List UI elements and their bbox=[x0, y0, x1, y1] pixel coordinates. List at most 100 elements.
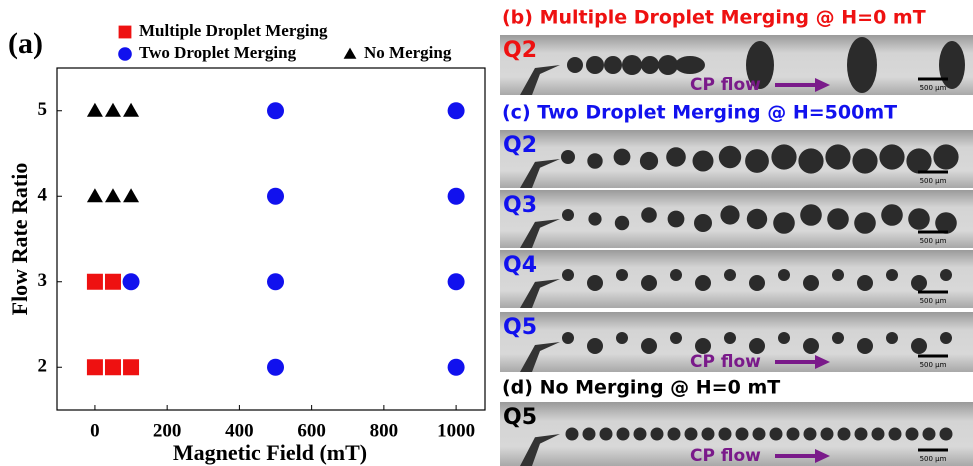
legend-marker bbox=[343, 47, 357, 59]
y-axis-label: Flow Rate Ratio bbox=[7, 163, 32, 316]
droplet bbox=[911, 275, 927, 291]
micrograph: Q2 500 μm bbox=[500, 130, 973, 188]
panel-title: (b) Multiple Droplet Merging @ H=0 mT bbox=[502, 7, 926, 29]
flow-arrow-head bbox=[815, 78, 830, 92]
droplet bbox=[803, 338, 819, 354]
droplet bbox=[604, 56, 622, 74]
droplet bbox=[666, 147, 686, 167]
legend-label: No Merging bbox=[364, 43, 452, 62]
droplet bbox=[771, 144, 797, 170]
droplet bbox=[906, 148, 932, 174]
flow-label: CP flow bbox=[690, 75, 761, 95]
image-label: Q3 bbox=[503, 193, 537, 218]
point bbox=[267, 187, 285, 205]
inlet bbox=[520, 65, 560, 95]
droplet bbox=[587, 153, 603, 169]
droplet bbox=[852, 148, 878, 174]
droplet bbox=[670, 332, 682, 344]
image-label: Q2 bbox=[503, 133, 537, 158]
x-tick-label: 800 bbox=[370, 420, 399, 441]
droplet bbox=[786, 427, 800, 441]
point bbox=[447, 187, 465, 205]
panel-title: (d) No Merging @ H=0 mT bbox=[502, 377, 780, 399]
point bbox=[86, 102, 103, 117]
droplet bbox=[622, 55, 642, 75]
x-tick-label: 600 bbox=[297, 420, 326, 441]
droplet bbox=[847, 37, 877, 93]
y-tick-label: 5 bbox=[38, 99, 48, 120]
droplet bbox=[940, 269, 952, 281]
x-tick-label: 400 bbox=[225, 420, 254, 441]
point bbox=[267, 102, 285, 120]
point bbox=[104, 188, 121, 203]
droplet bbox=[616, 332, 628, 344]
image-label: Q5 bbox=[503, 405, 537, 430]
droplet bbox=[639, 151, 659, 171]
y-tick-label: 4 bbox=[38, 185, 48, 206]
droplet bbox=[881, 204, 903, 226]
droplet bbox=[749, 338, 765, 354]
droplet bbox=[692, 150, 714, 172]
droplet bbox=[588, 212, 602, 226]
droplet bbox=[650, 427, 664, 441]
point bbox=[104, 359, 121, 376]
micrograph: Q4 500 μm bbox=[500, 250, 973, 308]
legend-marker bbox=[118, 47, 132, 61]
droplet bbox=[820, 427, 834, 441]
point bbox=[86, 188, 103, 203]
droplet bbox=[886, 269, 898, 281]
point bbox=[123, 359, 140, 376]
point bbox=[267, 358, 285, 376]
y-tick-label: 3 bbox=[38, 270, 48, 291]
point bbox=[267, 273, 285, 291]
point bbox=[122, 273, 140, 291]
droplet bbox=[800, 204, 822, 226]
droplet bbox=[825, 144, 851, 170]
droplet bbox=[633, 427, 647, 441]
droplet bbox=[746, 208, 768, 230]
droplet bbox=[684, 427, 698, 441]
droplet bbox=[667, 210, 685, 228]
droplet bbox=[586, 56, 604, 74]
image-label: Q2 bbox=[503, 38, 537, 63]
droplet bbox=[561, 150, 575, 164]
droplet bbox=[935, 212, 957, 234]
image-label: Q5 bbox=[503, 315, 537, 340]
droplet bbox=[562, 209, 574, 221]
droplet bbox=[675, 56, 705, 74]
droplet bbox=[888, 427, 902, 441]
scale-label: 500 μm bbox=[920, 455, 947, 463]
droplet bbox=[749, 275, 765, 291]
legend-label: Multiple Droplet Merging bbox=[139, 21, 328, 40]
legend-label: Two Droplet Merging bbox=[139, 43, 297, 62]
droplet bbox=[745, 149, 769, 173]
droplet bbox=[599, 427, 613, 441]
x-tick-label: 200 bbox=[153, 420, 182, 441]
droplet bbox=[939, 427, 953, 441]
point bbox=[104, 102, 121, 117]
plot-frame bbox=[56, 67, 486, 411]
droplet bbox=[857, 338, 873, 354]
droplet bbox=[832, 269, 844, 281]
droplet bbox=[803, 427, 817, 441]
droplet bbox=[695, 275, 711, 291]
point bbox=[86, 359, 103, 376]
droplet bbox=[832, 332, 844, 344]
droplet bbox=[701, 427, 715, 441]
droplet bbox=[735, 427, 749, 441]
scale-label: 500 μm bbox=[920, 237, 947, 245]
scale-label: 500 μm bbox=[920, 177, 947, 185]
droplet bbox=[837, 427, 851, 441]
point bbox=[123, 102, 140, 117]
droplet bbox=[641, 275, 657, 291]
droplet bbox=[933, 144, 959, 170]
droplet bbox=[670, 269, 682, 281]
panel-label: (a) bbox=[8, 27, 43, 60]
droplet bbox=[616, 427, 630, 441]
droplet bbox=[886, 332, 898, 344]
droplet bbox=[752, 427, 766, 441]
droplet bbox=[695, 338, 711, 354]
inlet bbox=[520, 159, 560, 188]
droplet bbox=[587, 338, 603, 354]
x-tick-label: 0 bbox=[90, 420, 100, 441]
